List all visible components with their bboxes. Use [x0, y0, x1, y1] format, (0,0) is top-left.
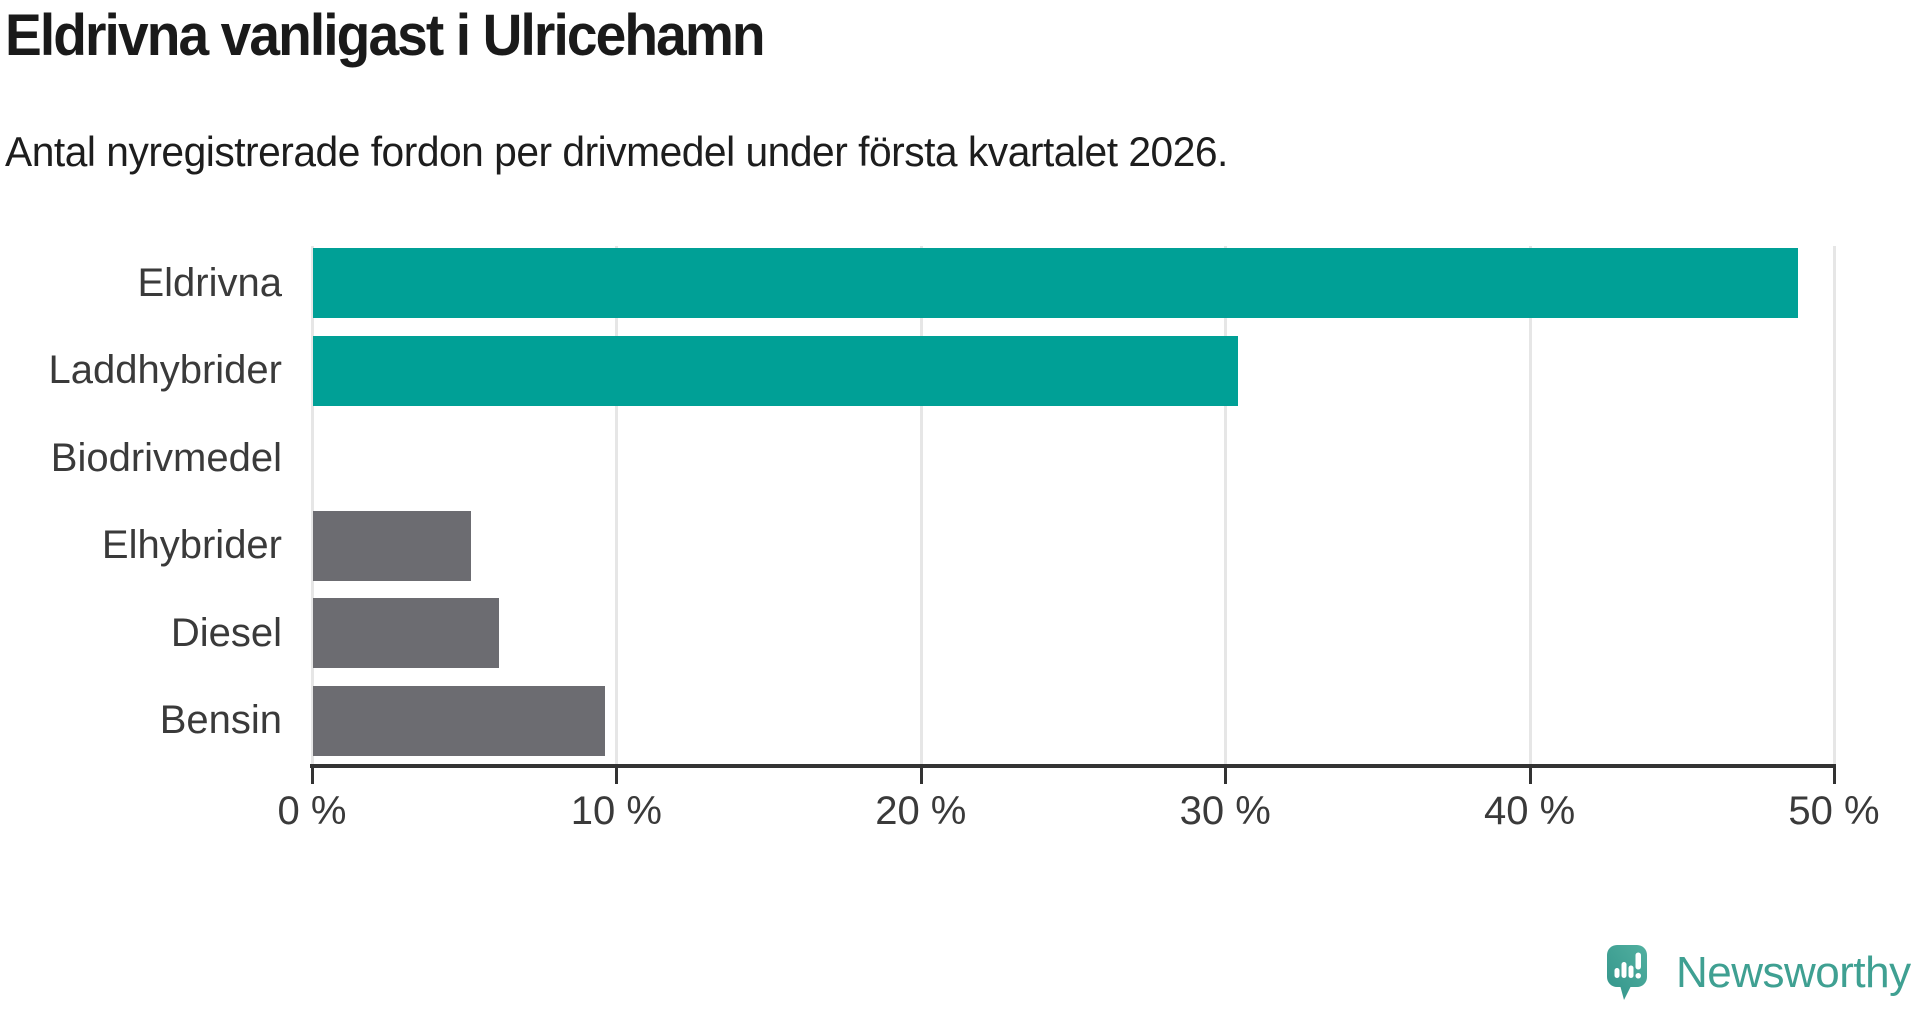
- category-label-bensin: Bensin: [159, 698, 282, 742]
- x-tick-20: [919, 768, 923, 784]
- bar-bensin: [313, 685, 605, 756]
- x-tick-label: 40 %: [1484, 789, 1576, 833]
- newsworthy-logo-text: Newsworthy: [1676, 948, 1911, 997]
- category-label-laddhybrider: Laddhybrider: [48, 348, 283, 392]
- bar-elhybrider: [313, 510, 471, 581]
- x-tick-label: 30 %: [1179, 789, 1271, 833]
- gridline-20: [919, 246, 923, 768]
- category-label-biodrivmedel: Biodrivmedel: [50, 435, 282, 480]
- plot-area: [311, 246, 1836, 768]
- bar-diesel: [313, 598, 499, 668]
- gridline-30: [1224, 246, 1228, 768]
- gridline-40: [1528, 246, 1532, 768]
- bar-laddhybrider: [313, 335, 1238, 406]
- category-label-diesel: Diesel: [170, 610, 282, 655]
- x-tick-40: [1528, 768, 1532, 784]
- gridline-0: [311, 246, 314, 768]
- x-tick-label: 50 %: [1788, 789, 1880, 833]
- gridline-10: [615, 246, 619, 768]
- gridline-50: [1833, 246, 1836, 768]
- newsworthy-logo: Newsworthy: [1606, 944, 1911, 1002]
- bar-eldrivna: [313, 248, 1798, 318]
- x-tick-50: [1833, 768, 1836, 784]
- x-tick-30: [1224, 768, 1228, 784]
- x-tick-0: [311, 768, 314, 784]
- x-tick-label: 0 %: [277, 789, 347, 833]
- chart-subtitle: Antal nyregistrerade fordon per drivmede…: [5, 128, 1228, 175]
- category-label-eldrivna: Eldrivna: [137, 260, 282, 305]
- x-tick-label: 20 %: [875, 789, 967, 833]
- x-tick-label: 10 %: [570, 789, 662, 833]
- x-tick-10: [615, 768, 619, 784]
- category-label-elhybrider: Elhybrider: [101, 523, 282, 567]
- x-axis-line: [310, 764, 1836, 768]
- chart-title: Eldrivna vanligast i Ulricehamn: [5, 3, 766, 68]
- newsworthy-logo-icon: [1607, 945, 1647, 1000]
